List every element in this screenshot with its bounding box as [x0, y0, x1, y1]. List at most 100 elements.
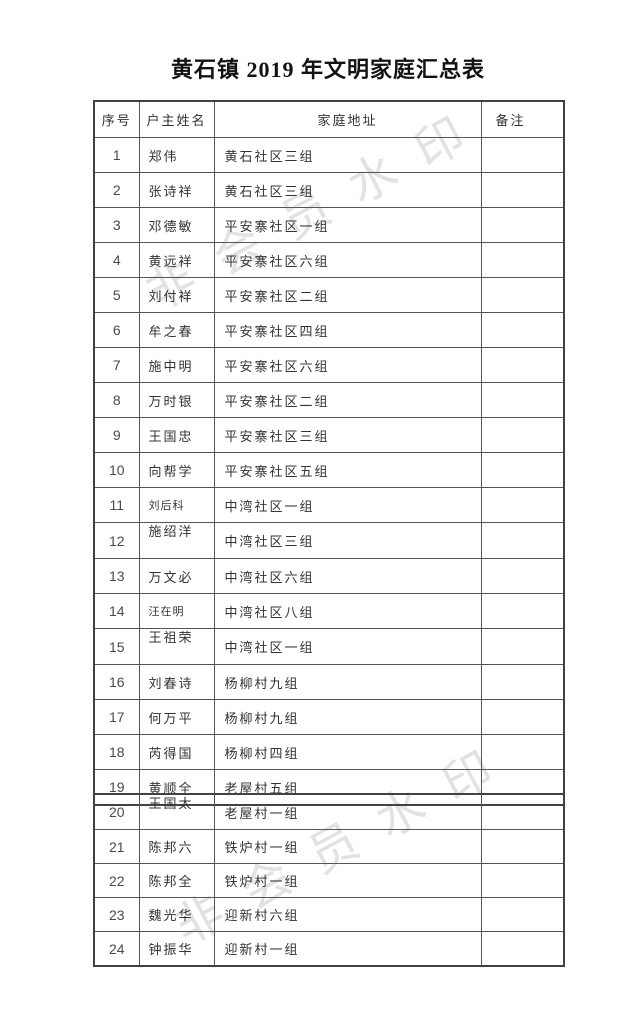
table-row: 14 汪在明 中湾社区八组	[93, 593, 565, 629]
address-cell: 平安寨社区五组	[213, 452, 482, 488]
address-cell: 铁炉村一组	[213, 863, 482, 898]
name-cell: 万文必	[138, 558, 215, 594]
name-cell: 汪在明	[138, 593, 215, 629]
table-row: 24 钟振华 迎新村一组	[93, 931, 565, 967]
header-cell-name: 户主姓名	[138, 100, 215, 138]
name-cell: 向帮学	[138, 452, 215, 488]
row-number-cell: 7	[93, 347, 140, 383]
name-cell: 黄远祥	[138, 242, 215, 278]
table-row: 8 万时银 平安寨社区二组	[93, 382, 565, 418]
row-number-cell: 1	[93, 137, 140, 173]
header-cell-remark: 备注	[480, 100, 565, 138]
address-cell: 黄石社区三组	[213, 172, 482, 208]
row-number-cell: 3	[93, 207, 140, 243]
row-number-cell: 10	[93, 452, 140, 488]
remark-cell	[480, 863, 565, 898]
name-cell: 施绍洋	[138, 522, 215, 559]
address-cell: 迎新村一组	[213, 931, 482, 967]
address-cell: 平安寨社区六组	[213, 242, 482, 278]
name-cell: 张诗祥	[138, 172, 215, 208]
row-number-cell: 14	[93, 593, 140, 629]
name-cell: 万时银	[138, 382, 215, 418]
address-cell: 中湾社区三组	[213, 522, 482, 559]
remark-cell	[480, 487, 565, 523]
name-cell: 王国太	[138, 793, 215, 830]
remark-cell	[480, 628, 565, 665]
remark-cell	[480, 137, 565, 173]
name-cell: 刘后科	[138, 487, 215, 523]
table-row: 3 邓德敏 平安寨社区一组	[93, 207, 565, 243]
row-number-cell: 12	[93, 522, 140, 559]
name-cell: 刘春诗	[138, 664, 215, 700]
row-number-cell: 8	[93, 382, 140, 418]
name-cell: 刘付祥	[138, 277, 215, 313]
remark-cell	[480, 452, 565, 488]
remark-cell	[480, 734, 565, 770]
row-number-cell: 16	[93, 664, 140, 700]
row-number-cell: 20	[93, 793, 140, 830]
table-row: 12 施绍洋 中湾社区三组	[93, 522, 565, 559]
address-cell: 老屋村一组	[213, 793, 482, 830]
row-number-cell: 13	[93, 558, 140, 594]
address-cell: 杨柳村九组	[213, 664, 482, 700]
table-row: 16 刘春诗 杨柳村九组	[93, 664, 565, 700]
table-row: 17 何万平 杨柳村九组	[93, 699, 565, 735]
header-cell-index: 序号	[93, 100, 140, 138]
name-cell: 陈邦六	[138, 829, 215, 864]
address-cell: 平安寨社区六组	[213, 347, 482, 383]
address-cell: 铁炉村一组	[213, 829, 482, 864]
name-cell: 何万平	[138, 699, 215, 735]
remark-cell	[480, 664, 565, 700]
name-cell: 芮得国	[138, 734, 215, 770]
name-cell: 邓德敏	[138, 207, 215, 243]
table-row: 7 施中明 平安寨社区六组	[93, 347, 565, 383]
page-title: 黄石镇 2019 年文明家庭汇总表	[170, 57, 485, 82]
row-number-cell: 17	[93, 699, 140, 735]
table-row: 9 王国忠 平安寨社区三组	[93, 417, 565, 453]
table-row: 20 王国太 老屋村一组	[93, 793, 565, 830]
remark-cell	[480, 558, 565, 594]
table-header-row: 序号 户主姓名 家庭地址 备注	[93, 100, 565, 138]
remark-cell	[480, 522, 565, 559]
row-number-cell: 21	[93, 829, 140, 864]
table-row: 5 刘付祥 平安寨社区二组	[93, 277, 565, 313]
table-row: 4 黄远祥 平安寨社区六组	[93, 242, 565, 278]
remark-cell	[480, 382, 565, 418]
table-row: 10 向帮学 平安寨社区五组	[93, 452, 565, 488]
table-row: 6 牟之春 平安寨社区四组	[93, 312, 565, 348]
name-cell: 王祖荣	[138, 628, 215, 665]
table-row: 21 陈邦六 铁炉村一组	[93, 829, 565, 864]
row-number-cell: 11	[93, 487, 140, 523]
row-number-cell: 23	[93, 897, 140, 932]
row-number-cell: 18	[93, 734, 140, 770]
family-table-page1: 序号 户主姓名 家庭地址 备注 1 郑伟 黄石社区三组 2 张诗祥 黄石社区三组 3 邓德敏平…	[93, 100, 565, 806]
table-row: 18 芮得国 杨柳村四组	[93, 734, 565, 770]
row-number-cell: 24	[93, 931, 140, 967]
table-row: 11 刘后科 中湾社区一组	[93, 487, 565, 523]
name-cell: 郑伟	[138, 137, 215, 173]
name-cell: 陈邦全	[138, 863, 215, 898]
remark-cell	[480, 172, 565, 208]
remark-cell	[480, 207, 565, 243]
remark-cell	[480, 897, 565, 932]
row-number-cell: 9	[93, 417, 140, 453]
address-cell: 平安寨社区四组	[213, 312, 482, 348]
remark-cell	[480, 793, 565, 830]
remark-cell	[480, 417, 565, 453]
row-number-cell: 22	[93, 863, 140, 898]
address-cell: 平安寨社区二组	[213, 277, 482, 313]
name-cell: 王国忠	[138, 417, 215, 453]
row-number-cell: 4	[93, 242, 140, 278]
address-cell: 中湾社区八组	[213, 593, 482, 629]
remark-cell	[480, 699, 565, 735]
remark-cell	[480, 312, 565, 348]
row-number-cell: 6	[93, 312, 140, 348]
table-row: 23 魏光华 迎新村六组	[93, 897, 565, 932]
table-row: 22 陈邦全 铁炉村一组	[93, 863, 565, 898]
row-number-cell: 2	[93, 172, 140, 208]
address-cell: 杨柳村九组	[213, 699, 482, 735]
name-cell: 牟之春	[138, 312, 215, 348]
address-cell: 中湾社区六组	[213, 558, 482, 594]
remark-cell	[480, 242, 565, 278]
row-number-cell: 5	[93, 277, 140, 313]
